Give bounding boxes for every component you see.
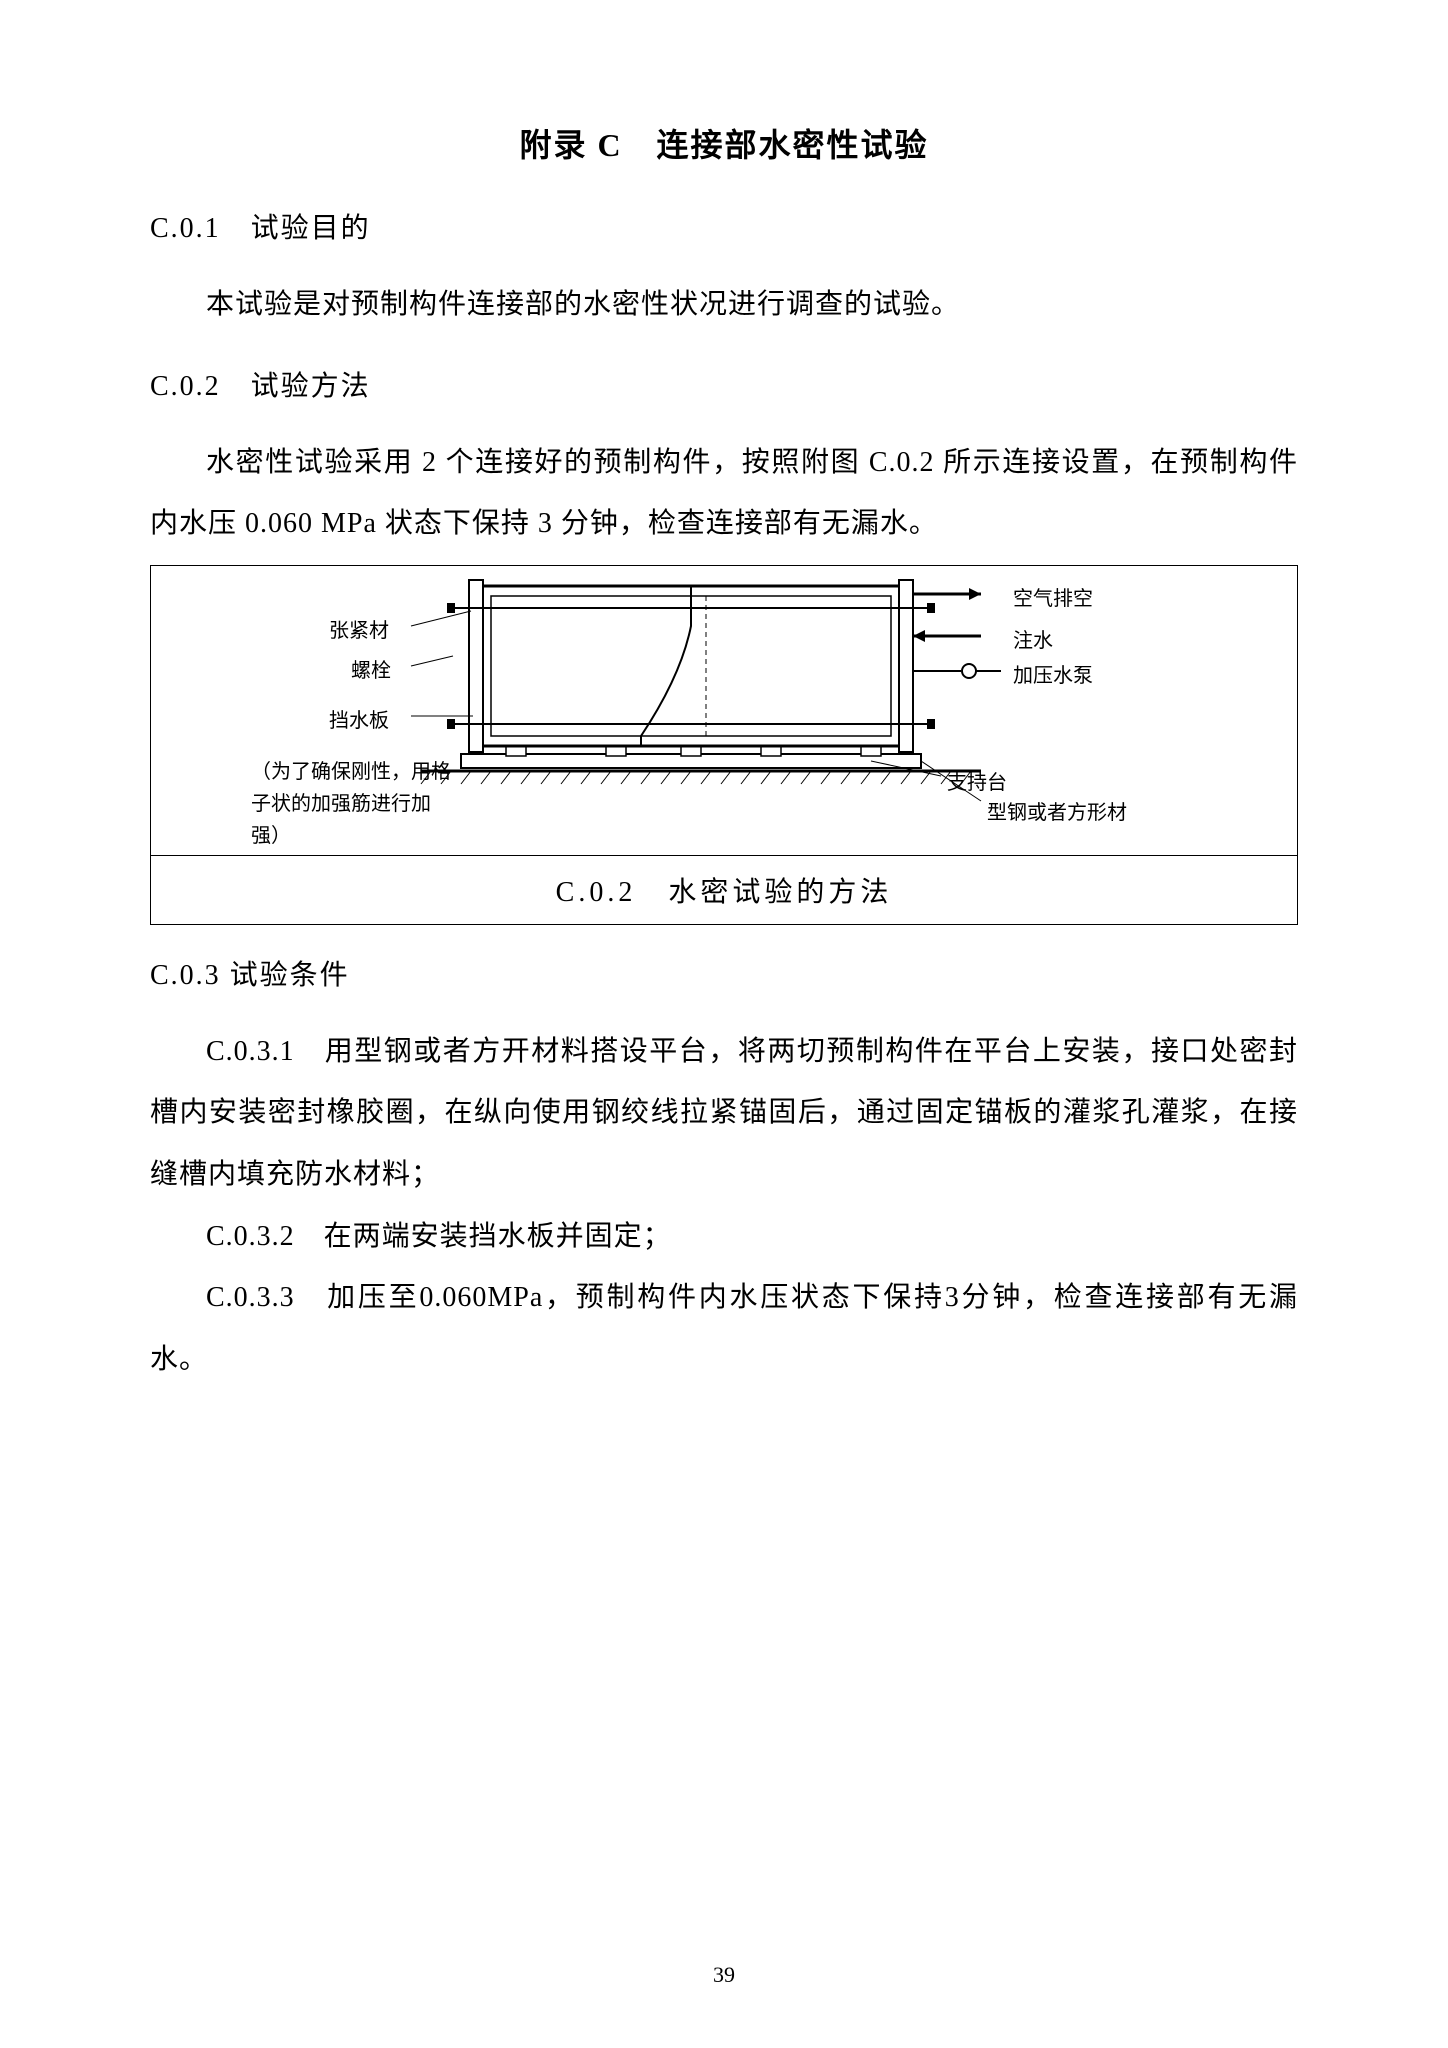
label-support: 支持台	[947, 766, 1007, 795]
para-c02-body: 水密性试验采用 2 个连接好的预制构件，按照附图 C.0.2 所示连接设置，在预…	[150, 432, 1298, 555]
label-note-l2: 子状的加强筋进行加	[251, 793, 431, 815]
label-note: （为了确保刚性，用格 子状的加强筋进行加 强）	[251, 756, 451, 852]
label-air: 空气排空	[1013, 582, 1093, 611]
para-c01-body: 本试验是对预制构件连接部的水密性状况进行调查的试验。	[150, 274, 1298, 336]
para-c033: C.0.3.3 加压至0.060MPa，预制构件内水压状态下保持3分钟，检查连接…	[150, 1267, 1298, 1390]
page-number: 39	[0, 1962, 1448, 1988]
appendix-title: 附录 C 连接部水密性试验	[150, 120, 1298, 166]
heading-c02: C.0.2 试验方法	[150, 364, 1298, 404]
para-c032: C.0.3.2 在两端安装挡水板并固定；	[150, 1206, 1298, 1268]
para-c031: C.0.3.1 用型钢或者方开材料搭设平台，将两切预制构件在平台上安装，接口处密…	[150, 1021, 1298, 1206]
heading-c03: C.0.3 试验条件	[150, 953, 1298, 993]
heading-c01: C.0.1 试验目的	[150, 206, 1298, 246]
label-pump: 加压水泵	[1013, 659, 1093, 688]
label-baffle: 挡水板	[329, 704, 389, 733]
figure-box: 张紧材 螺栓 挡水板 （为了确保刚性，用格 子状的加强筋进行加 强） 空气排空 …	[150, 565, 1298, 925]
figure-diagram: 张紧材 螺栓 挡水板 （为了确保刚性，用格 子状的加强筋进行加 强） 空气排空 …	[151, 566, 1297, 856]
label-water-in: 注水	[1013, 624, 1053, 653]
label-tension: 张紧材	[329, 614, 389, 643]
label-note-l1: （为了确保刚性，用格	[251, 761, 451, 783]
label-bolt: 螺栓	[351, 654, 391, 683]
label-steel: 型钢或者方形材	[987, 796, 1127, 825]
figure-caption: C.0.2 水密试验的方法	[151, 856, 1297, 924]
label-note-l3: 强）	[251, 825, 291, 847]
